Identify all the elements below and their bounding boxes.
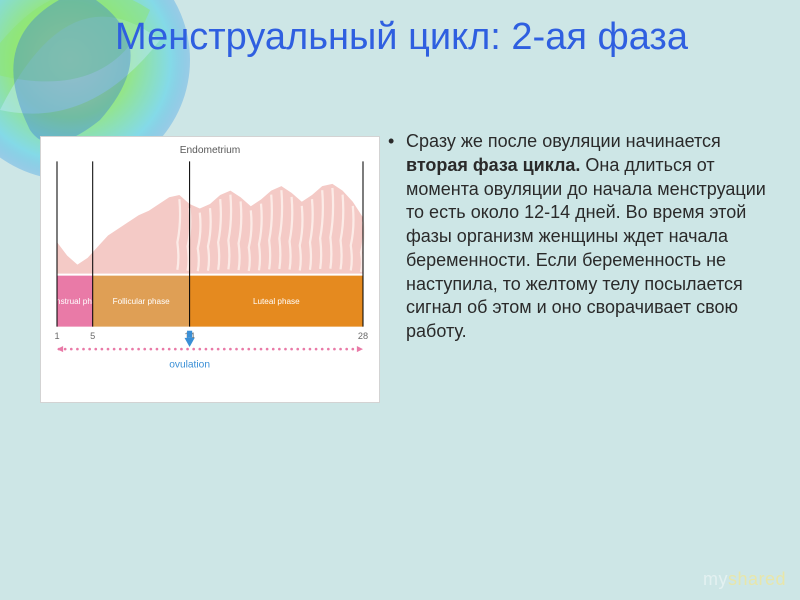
bullet-item: • Сразу же после овуляции начинается вто…	[388, 130, 770, 344]
body-post: Она длиться от момента овуляции до начал…	[406, 155, 766, 341]
svg-text:Follicular phase: Follicular phase	[113, 297, 171, 306]
svg-text:5: 5	[90, 331, 95, 341]
svg-text:28: 28	[358, 331, 368, 341]
slide-title: Менструальный цикл: 2-ая фаза	[115, 16, 770, 59]
content-row: EndometriumMenstrual phaseFollicular pha…	[40, 130, 770, 570]
svg-text:Luteal phase: Luteal phase	[253, 297, 300, 306]
watermark-prefix: my	[703, 569, 728, 589]
bullet-mark: •	[388, 130, 406, 153]
text-column: • Сразу же после овуляции начинается вто…	[388, 130, 770, 570]
watermark-accent: shared	[728, 569, 786, 589]
watermark: myshared	[703, 569, 786, 590]
body-text: Сразу же после овуляции начинается втора…	[406, 130, 770, 344]
svg-text:1: 1	[54, 331, 59, 341]
body-bold: вторая фаза цикла.	[406, 155, 580, 175]
svg-text:Endometrium: Endometrium	[180, 145, 241, 156]
svg-text:ovulation: ovulation	[169, 359, 210, 370]
body-pre: Сразу же после овуляции начинается	[406, 131, 721, 151]
chart-column: EndometriumMenstrual phaseFollicular pha…	[40, 130, 380, 570]
endometrium-chart: EndometriumMenstrual phaseFollicular pha…	[40, 136, 380, 403]
slide-root: Менструальный цикл: 2-ая фаза Endometriu…	[0, 0, 800, 600]
